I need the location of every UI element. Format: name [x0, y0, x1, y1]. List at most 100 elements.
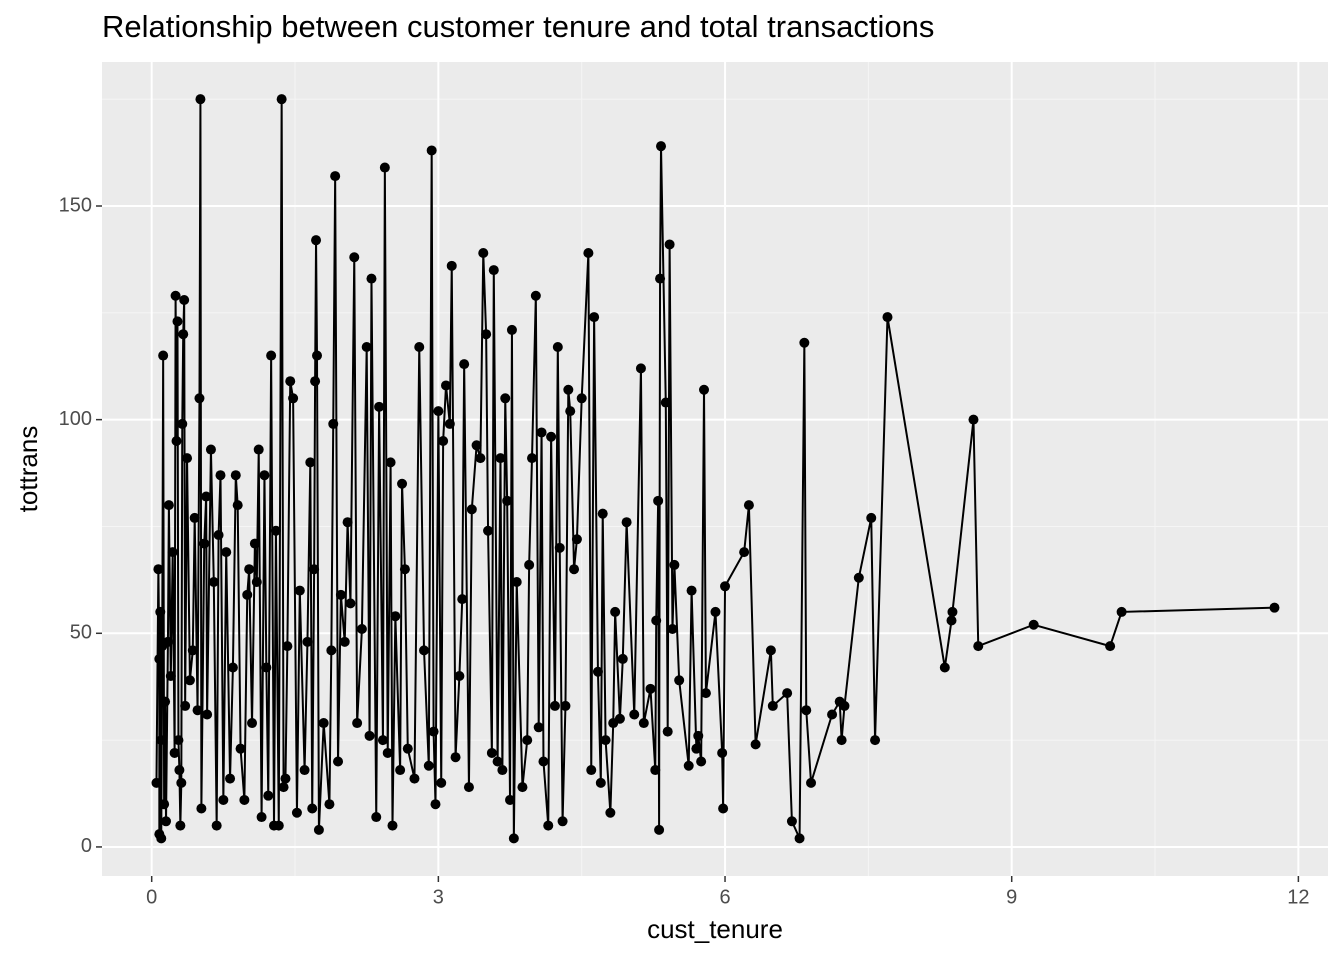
point [502, 495, 513, 506]
y-tick-label: 150 [59, 194, 92, 216]
point [801, 705, 812, 716]
point [335, 589, 346, 600]
point [517, 782, 528, 793]
point [312, 350, 323, 361]
point [617, 653, 628, 664]
point [263, 790, 274, 801]
point [836, 735, 847, 746]
point [557, 816, 568, 827]
point [433, 406, 444, 417]
point [651, 615, 662, 626]
point [656, 141, 667, 152]
point [339, 636, 350, 647]
point [739, 547, 750, 558]
point [589, 312, 600, 323]
point [167, 547, 178, 558]
point [377, 735, 388, 746]
point [614, 713, 625, 724]
point [524, 559, 535, 570]
point [227, 662, 238, 673]
point [273, 820, 284, 831]
point [605, 807, 616, 818]
point [187, 645, 198, 656]
point [466, 504, 477, 515]
point [201, 491, 212, 502]
point [165, 671, 176, 682]
point [169, 747, 180, 758]
point [946, 615, 957, 626]
point [352, 718, 363, 729]
point [196, 803, 207, 814]
point [288, 393, 299, 404]
point [583, 248, 594, 259]
point [282, 641, 293, 652]
point [1116, 606, 1127, 617]
point [696, 756, 707, 767]
point [184, 675, 195, 686]
point [471, 440, 482, 451]
point [387, 820, 398, 831]
x-axis-title: cust_tenure [647, 914, 783, 944]
point [249, 538, 260, 549]
point [419, 645, 430, 656]
y-tick-label: 0 [81, 835, 92, 857]
point [379, 162, 390, 173]
point [211, 820, 222, 831]
point [683, 760, 694, 771]
point [159, 799, 170, 810]
point [156, 735, 167, 746]
point [450, 752, 461, 763]
point [291, 807, 302, 818]
point [638, 718, 649, 729]
point [278, 782, 289, 793]
point [397, 478, 408, 489]
point [563, 384, 574, 395]
point [600, 735, 611, 746]
point [395, 765, 406, 776]
point [199, 538, 210, 549]
point [310, 376, 321, 387]
point [399, 564, 410, 575]
point [259, 470, 270, 481]
point [664, 239, 675, 250]
point [305, 457, 316, 468]
point [175, 820, 186, 831]
x-tick-label: 6 [719, 886, 730, 908]
point [475, 453, 486, 464]
point [202, 709, 213, 720]
point [686, 585, 697, 596]
y-tick-label: 100 [59, 408, 92, 430]
point [174, 765, 185, 776]
point [720, 581, 731, 592]
point [693, 730, 704, 741]
point [511, 577, 522, 588]
point [710, 606, 721, 617]
point [717, 747, 728, 758]
point [552, 342, 563, 353]
point [356, 624, 367, 635]
point [374, 401, 385, 412]
point [459, 359, 470, 370]
point [256, 812, 267, 823]
point [1269, 602, 1280, 613]
point [324, 799, 335, 810]
point [180, 700, 191, 711]
point [767, 700, 778, 711]
point [195, 94, 206, 105]
point [361, 342, 372, 353]
point [441, 380, 452, 391]
point [371, 812, 382, 823]
point [349, 252, 360, 263]
point [390, 611, 401, 622]
point [478, 248, 489, 259]
point [205, 444, 216, 455]
point [173, 735, 184, 746]
point [782, 688, 793, 699]
point [806, 777, 817, 788]
point [194, 393, 205, 404]
point [699, 384, 710, 395]
point [423, 760, 434, 771]
point [409, 773, 420, 784]
point [177, 418, 188, 429]
point [285, 376, 296, 387]
